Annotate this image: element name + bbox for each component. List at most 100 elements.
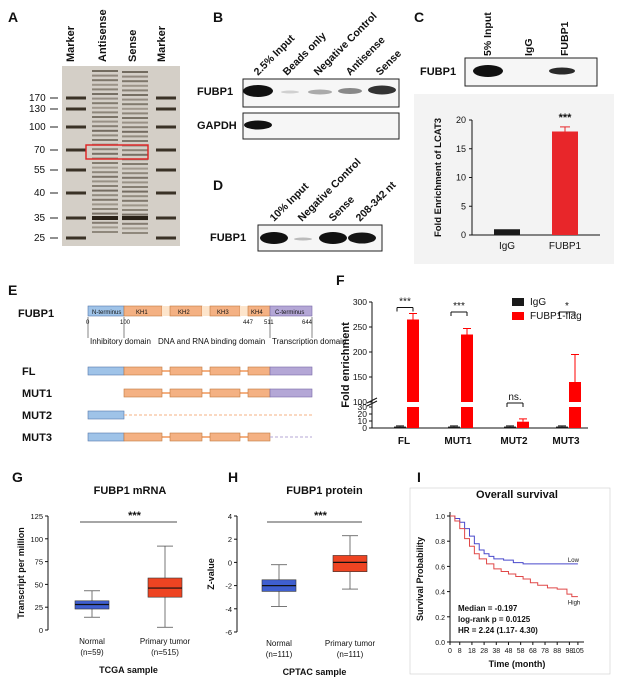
region-label: DNA and RNA binding domain <box>158 337 265 346</box>
bar <box>461 334 473 402</box>
x-tick-label: 48 <box>505 648 513 655</box>
x-tick-label: 58 <box>517 648 525 655</box>
marker-band <box>66 96 86 100</box>
y-tick-label: 250 <box>353 322 367 332</box>
n-terminus-block <box>87 432 125 442</box>
marker-band <box>156 107 176 111</box>
marker-band <box>66 191 86 195</box>
sample-band <box>92 171 118 174</box>
x-tick-label: Primary tumor <box>140 637 191 646</box>
y-tick-label: 100 <box>353 397 367 407</box>
x-tick-label: 18 <box>468 648 476 655</box>
x-tick-label: 78 <box>541 648 549 655</box>
sample-band <box>92 189 118 192</box>
sample-band <box>122 195 148 198</box>
panel-letter: E <box>8 282 17 298</box>
construct-schematics <box>87 366 313 442</box>
bar <box>448 426 460 428</box>
y-tick-label: 0.4 <box>435 590 445 597</box>
chart-background <box>414 94 614 264</box>
chart-frame <box>409 487 611 675</box>
sample-band <box>122 135 148 138</box>
sample-band <box>92 97 118 100</box>
mw-tick: 55 <box>34 165 46 176</box>
blot-band <box>319 232 347 244</box>
significance-label: *** <box>559 112 573 124</box>
panel-i: I Overall survival 0.0 0.2 0.4 0.6 0.8 1.0 0 8 18… <box>409 469 611 675</box>
y-tick-label: 150 <box>353 372 367 382</box>
sample-band <box>122 163 148 165</box>
sample-band <box>122 222 148 225</box>
panel-h: H FUBP1 protein -6 -4 -2 0 2 4 Z-value Normal (n=… <box>206 469 375 677</box>
y-tick-label: -2 <box>225 582 232 591</box>
x-axis-label: Time (month) <box>489 659 546 669</box>
y-tick-label: -4 <box>225 605 232 614</box>
blot-row-label: FUBP1 <box>420 66 456 78</box>
significance-label: ns. <box>508 392 521 403</box>
kh-block <box>209 388 241 398</box>
significance-label: *** <box>314 510 328 522</box>
fubp1-band-highlight <box>85 144 149 160</box>
bar <box>494 229 520 235</box>
sample-band <box>122 149 148 152</box>
marker-band <box>66 236 86 240</box>
panel-letter: D <box>213 177 223 193</box>
sample-band <box>92 134 118 137</box>
marker-band <box>156 191 176 195</box>
y-axis-label: Survival Probability <box>415 537 425 621</box>
blot-band <box>294 237 312 241</box>
sample-band <box>92 129 118 132</box>
panel-letter: A <box>8 9 18 25</box>
chart-i: Overall survival 0.0 0.2 0.4 0.6 0.8 1.0 0 8 18 28… <box>409 487 611 675</box>
sample-band <box>92 180 118 183</box>
mw-tick: 40 <box>34 188 46 199</box>
kh-block <box>209 432 241 442</box>
sample-band <box>122 227 148 230</box>
x-tick-label: 88 <box>553 648 561 655</box>
stat-label: HR = 2.24 (1.17- 4.30) <box>458 626 538 635</box>
y-tick-label: 0 <box>39 626 43 635</box>
sample-band <box>122 71 148 73</box>
silver-stain-gel <box>62 66 180 246</box>
sample-band <box>122 167 148 170</box>
y-tick-label: 10 <box>358 416 368 426</box>
linker <box>162 306 170 316</box>
y-tick-label: 0.2 <box>435 615 445 622</box>
kh-block <box>169 366 203 376</box>
bar <box>394 426 406 428</box>
y-tick-label: 200 <box>353 347 367 357</box>
blot-band <box>244 120 272 130</box>
x-tick-label: 28 <box>480 648 488 655</box>
construct-label: MUT3 <box>22 432 52 444</box>
marker-band <box>66 125 86 129</box>
kh-block <box>169 388 203 398</box>
blot-row-label: FUBP1 <box>197 86 233 98</box>
sample-band <box>92 221 118 224</box>
x-tick-label: MUT1 <box>444 436 472 447</box>
y-tick-label: 0 <box>362 423 367 433</box>
blot-band <box>368 85 396 95</box>
sample-band <box>92 203 118 206</box>
sample-band <box>92 166 118 169</box>
sample-band <box>92 162 118 164</box>
domain-label: KH1 <box>136 310 148 316</box>
y-tick-label: 1.0 <box>435 514 445 521</box>
mw-tick: 25 <box>34 233 46 244</box>
sample-band <box>92 216 118 220</box>
y-tick-label: 15 <box>456 144 466 154</box>
kh-block <box>247 366 271 376</box>
blot-row-label: FUBP1 <box>210 232 246 244</box>
n-terminus-block <box>87 410 125 420</box>
y-tick-label: 5 <box>461 201 466 211</box>
survival-curve <box>450 515 578 565</box>
y-tick-label: 10 <box>456 173 466 183</box>
lane-label: IgG <box>523 39 535 57</box>
construct-label: FL <box>22 366 36 378</box>
kh-block <box>123 432 163 442</box>
y-axis-label: Fold enrichment <box>340 322 352 408</box>
bar <box>556 426 568 428</box>
bar <box>407 407 419 428</box>
linker <box>202 306 210 316</box>
blot-band <box>348 232 376 244</box>
